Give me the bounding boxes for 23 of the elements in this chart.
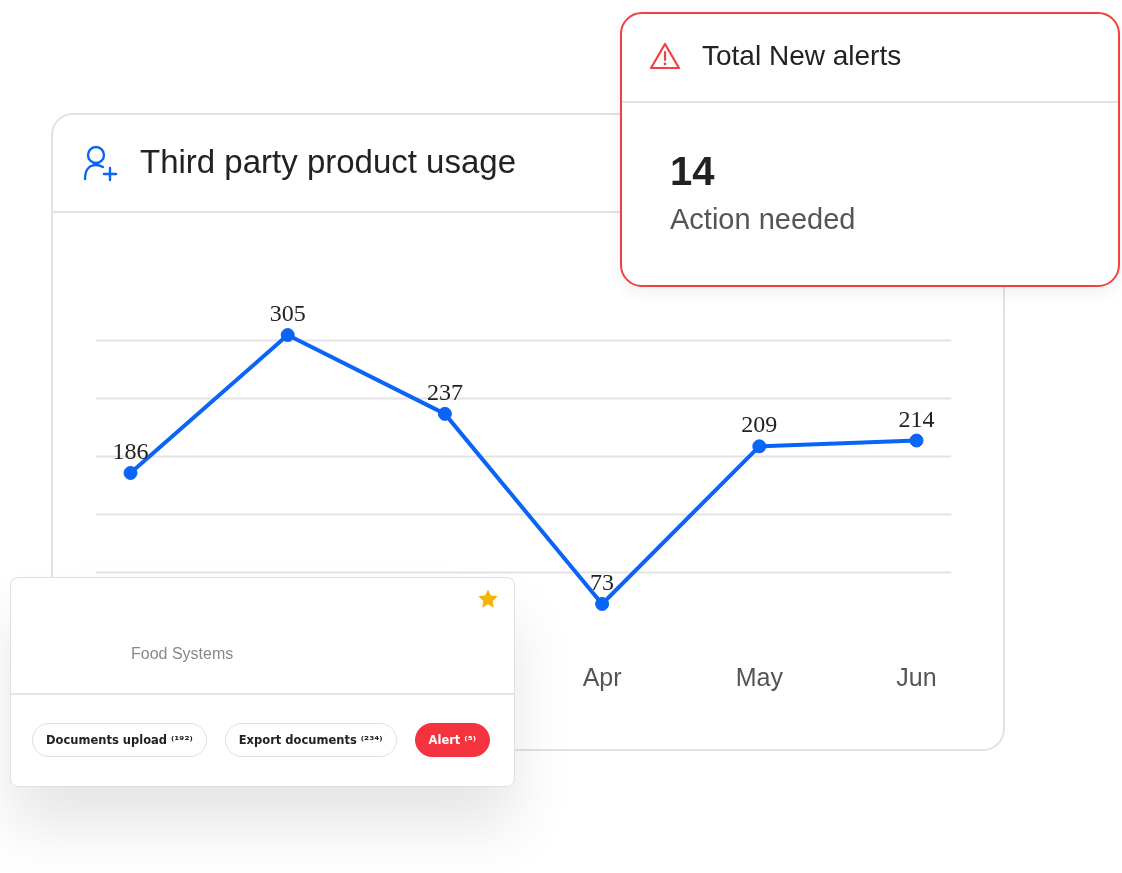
text: Alert ⁽⁵⁾ xyxy=(414,723,491,757)
data-label: 214 xyxy=(898,405,935,432)
text: Documents upload ⁽¹⁹²⁾ xyxy=(32,723,207,757)
text: 14 xyxy=(670,148,715,194)
point xyxy=(280,328,295,342)
text: Export documents ⁽²³⁴⁾ xyxy=(224,723,397,757)
text: Action needed xyxy=(670,202,856,236)
text: Total New alerts xyxy=(702,40,902,72)
data-label: 305 xyxy=(269,300,306,327)
x-tick-label: Jun xyxy=(896,662,937,691)
chart-title: Third party product usage xyxy=(140,143,517,181)
data-label: 73 xyxy=(590,568,615,595)
x-tick-label: May xyxy=(735,662,784,691)
point xyxy=(595,597,610,611)
text: Food Systems xyxy=(131,644,234,663)
point xyxy=(909,433,924,448)
point xyxy=(437,406,452,421)
point xyxy=(752,439,767,454)
data-label: 237 xyxy=(426,378,463,405)
point xyxy=(123,465,138,480)
data-label: 209 xyxy=(741,411,778,438)
data-label: 186 xyxy=(112,437,149,464)
x-tick-label: Apr xyxy=(582,662,622,691)
